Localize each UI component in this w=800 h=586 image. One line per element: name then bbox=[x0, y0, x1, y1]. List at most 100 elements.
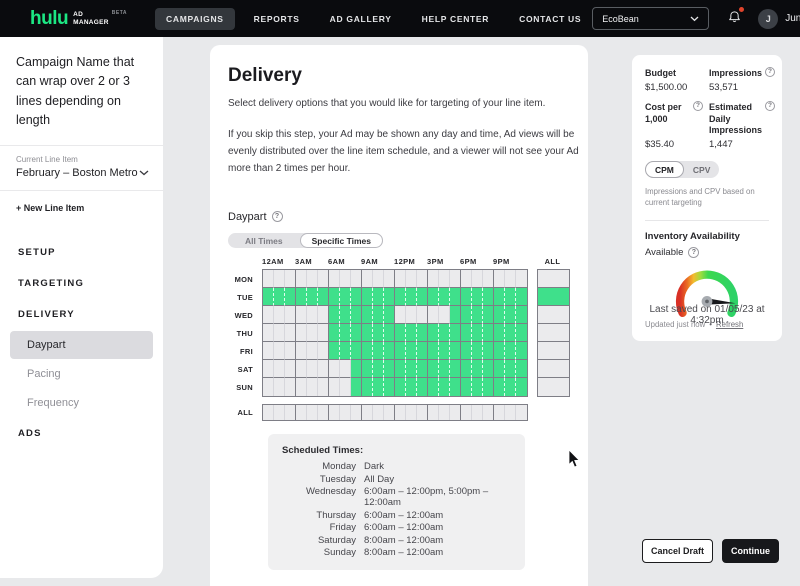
all-row-cell-8[interactable] bbox=[351, 404, 362, 420]
daypart-cell-wed-10[interactable] bbox=[373, 306, 384, 325]
daypart-cell-tue-22[interactable] bbox=[505, 288, 516, 307]
daypart-cell-sat-2[interactable] bbox=[285, 360, 296, 379]
daypart-cell-wed-23[interactable] bbox=[516, 306, 527, 325]
daypart-cell-sat-23[interactable] bbox=[516, 360, 527, 379]
daypart-cell-wed-11[interactable] bbox=[384, 306, 395, 325]
all-cell-wed[interactable] bbox=[538, 306, 569, 325]
daypart-cell-wed-13[interactable] bbox=[406, 306, 417, 325]
daypart-cell-thu-18[interactable] bbox=[461, 324, 472, 343]
daypart-cell-mon-11[interactable] bbox=[384, 270, 395, 289]
all-cell-thu[interactable] bbox=[538, 324, 569, 343]
daypart-cell-tue-21[interactable] bbox=[494, 288, 505, 307]
daypart-cell-sat-3[interactable] bbox=[296, 360, 307, 379]
topnav-item-reports[interactable]: REPORTS bbox=[253, 13, 300, 24]
daypart-cell-thu-11[interactable] bbox=[384, 324, 395, 343]
all-row-cell-20[interactable] bbox=[483, 404, 494, 420]
daypart-cell-fri-3[interactable] bbox=[296, 342, 307, 361]
daypart-cell-thu-12[interactable] bbox=[395, 324, 406, 343]
impressions-help-icon[interactable]: ? bbox=[765, 67, 776, 77]
daypart-cell-wed-17[interactable] bbox=[450, 306, 461, 325]
daypart-cell-wed-3[interactable] bbox=[296, 306, 307, 325]
sidebar-item-daypart[interactable]: Daypart bbox=[10, 330, 153, 359]
daypart-cell-tue-19[interactable] bbox=[472, 288, 483, 307]
estimated-daily-help-icon[interactable]: ? bbox=[765, 101, 776, 112]
daypart-cell-mon-7[interactable] bbox=[340, 270, 351, 289]
daypart-cell-fri-20[interactable] bbox=[483, 342, 494, 361]
all-row-cell-14[interactable] bbox=[417, 404, 428, 420]
sidebar-item-ads[interactable]: ADS bbox=[18, 427, 42, 439]
daypart-cell-fri-8[interactable] bbox=[351, 342, 362, 361]
current-line-item-selector[interactable]: Current Line Item February – Boston Metr… bbox=[0, 146, 163, 190]
daypart-cell-sat-12[interactable] bbox=[395, 360, 406, 379]
daypart-cell-sun-8[interactable] bbox=[351, 378, 362, 397]
daypart-cell-tue-3[interactable] bbox=[296, 288, 307, 307]
daypart-cell-tue-15[interactable] bbox=[428, 288, 439, 307]
cpv-option[interactable]: CPV bbox=[692, 164, 711, 175]
daypart-cell-fri-16[interactable] bbox=[439, 342, 450, 361]
daypart-cell-wed-1[interactable] bbox=[274, 306, 285, 325]
daypart-cell-thu-20[interactable] bbox=[483, 324, 494, 343]
cpm-option[interactable]: CPM bbox=[645, 161, 684, 178]
cancel-draft-button[interactable]: Cancel Draft bbox=[642, 539, 713, 563]
daypart-cell-thu-7[interactable] bbox=[340, 324, 351, 343]
refresh-link[interactable]: Refresh bbox=[715, 319, 744, 329]
daypart-cell-wed-2[interactable] bbox=[285, 306, 296, 325]
daypart-cell-mon-0[interactable] bbox=[263, 270, 274, 289]
all-row-cell-12[interactable] bbox=[395, 404, 406, 420]
daypart-cell-wed-21[interactable] bbox=[494, 306, 505, 325]
daypart-cell-thu-5[interactable] bbox=[318, 324, 329, 343]
daypart-cell-sat-17[interactable] bbox=[450, 360, 461, 379]
daypart-cell-sun-2[interactable] bbox=[285, 378, 296, 397]
daypart-cell-wed-12[interactable] bbox=[395, 306, 406, 325]
sidebar-item-delivery[interactable]: DELIVERY bbox=[18, 308, 75, 320]
topnav-item-campaigns[interactable]: CAMPAIGNS bbox=[155, 7, 235, 30]
daypart-cell-tue-13[interactable] bbox=[406, 288, 417, 307]
daypart-cell-sun-4[interactable] bbox=[307, 378, 318, 397]
user-avatar[interactable]: J bbox=[758, 8, 779, 29]
daypart-cell-sun-13[interactable] bbox=[406, 378, 417, 397]
daypart-cell-thu-16[interactable] bbox=[439, 324, 450, 343]
topnav-item-ad-gallery[interactable]: AD GALLERY bbox=[329, 13, 392, 24]
daypart-cell-wed-19[interactable] bbox=[472, 306, 483, 325]
daypart-cell-sat-14[interactable] bbox=[417, 360, 428, 379]
daypart-cell-sun-22[interactable] bbox=[505, 378, 516, 397]
daypart-cell-fri-22[interactable] bbox=[505, 342, 516, 361]
all-cell-sat[interactable] bbox=[538, 360, 569, 379]
daypart-cell-tue-9[interactable] bbox=[362, 288, 373, 307]
all-row-cell-6[interactable] bbox=[329, 404, 340, 420]
daypart-cell-sun-19[interactable] bbox=[472, 378, 483, 397]
daypart-cell-mon-18[interactable] bbox=[461, 270, 472, 289]
all-row-cell-17[interactable] bbox=[450, 404, 461, 420]
daypart-cell-thu-6[interactable] bbox=[329, 324, 340, 343]
daypart-cell-sat-0[interactable] bbox=[263, 360, 274, 379]
daypart-cell-thu-3[interactable] bbox=[296, 324, 307, 343]
all-row-cell-4[interactable] bbox=[307, 404, 318, 420]
daypart-cell-tue-16[interactable] bbox=[439, 288, 450, 307]
daypart-cell-sat-4[interactable] bbox=[307, 360, 318, 379]
daypart-cell-mon-15[interactable] bbox=[428, 270, 439, 289]
all-row-cell-22[interactable] bbox=[505, 404, 516, 420]
daypart-cell-mon-8[interactable] bbox=[351, 270, 362, 289]
daypart-cell-mon-12[interactable] bbox=[395, 270, 406, 289]
all-row-cell-11[interactable] bbox=[384, 404, 395, 420]
all-row-cell-2[interactable] bbox=[285, 404, 296, 420]
daypart-cell-sat-20[interactable] bbox=[483, 360, 494, 379]
daypart-cell-sun-21[interactable] bbox=[494, 378, 505, 397]
daypart-cell-thu-14[interactable] bbox=[417, 324, 428, 343]
daypart-cell-fri-1[interactable] bbox=[274, 342, 285, 361]
daypart-cell-sat-18[interactable] bbox=[461, 360, 472, 379]
daypart-cell-sat-13[interactable] bbox=[406, 360, 417, 379]
daypart-cell-fri-14[interactable] bbox=[417, 342, 428, 361]
daypart-cell-tue-8[interactable] bbox=[351, 288, 362, 307]
daypart-cell-wed-0[interactable] bbox=[263, 306, 274, 325]
daypart-cell-thu-0[interactable] bbox=[263, 324, 274, 343]
notifications-bell-icon[interactable] bbox=[727, 6, 745, 29]
all-row-cell-15[interactable] bbox=[428, 404, 439, 420]
daypart-cell-tue-17[interactable] bbox=[450, 288, 461, 307]
daypart-cell-mon-2[interactable] bbox=[285, 270, 296, 289]
daypart-cell-sun-3[interactable] bbox=[296, 378, 307, 397]
daypart-cell-wed-5[interactable] bbox=[318, 306, 329, 325]
daypart-cell-fri-6[interactable] bbox=[329, 342, 340, 361]
daypart-cell-mon-9[interactable] bbox=[362, 270, 373, 289]
all-row-cell-7[interactable] bbox=[340, 404, 351, 420]
